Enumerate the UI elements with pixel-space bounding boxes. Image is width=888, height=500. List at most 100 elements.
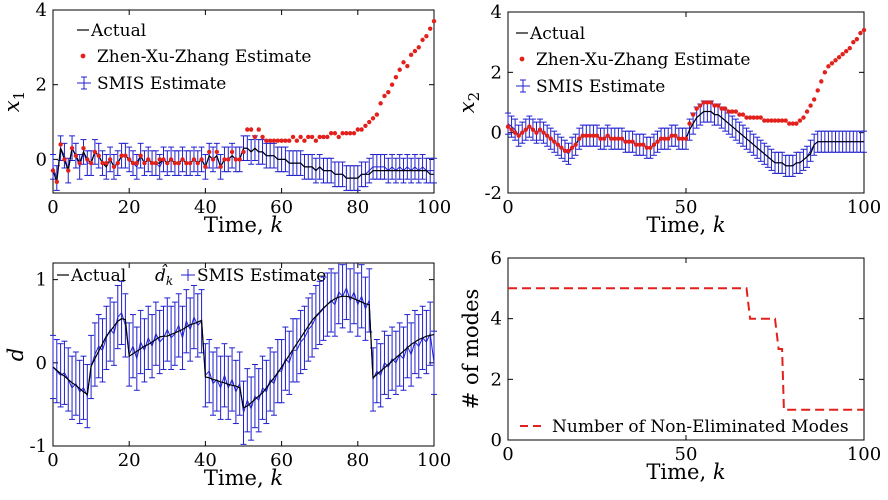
zxz-point — [378, 101, 383, 106]
zxz-point — [765, 118, 771, 123]
zxz-point — [427, 26, 433, 31]
zxz-point — [321, 134, 326, 140]
zxz-point — [260, 134, 265, 140]
x-tick-label: 40 — [194, 450, 217, 471]
zxz-point — [858, 30, 863, 36]
zxz-point — [237, 157, 242, 162]
zxz-point — [512, 130, 518, 135]
zxz-point — [847, 46, 852, 51]
zxz-point — [393, 75, 399, 80]
x-tick-label: 80 — [346, 197, 369, 218]
zxz-point — [683, 136, 689, 141]
zxz-point — [50, 168, 56, 173]
zxz-point — [815, 88, 820, 93]
x-tick-label: 60 — [270, 197, 293, 218]
zxz-point — [367, 119, 372, 125]
zxz-point — [562, 148, 568, 153]
legend-modes-label: Number of Non-Eliminated Modes — [552, 417, 849, 437]
zxz-point — [633, 142, 639, 147]
x-tick-label: 100 — [417, 450, 451, 471]
zxz-point — [222, 157, 227, 162]
y-tick-label: 4 — [491, 309, 502, 330]
zxz-point — [226, 157, 231, 162]
zxz-point — [680, 136, 685, 141]
zxz-point — [149, 160, 155, 166]
y-tick-label: 2 — [491, 369, 502, 390]
zxz-point — [210, 157, 216, 162]
zxz-point — [690, 112, 696, 117]
zxz-point — [833, 58, 838, 63]
zxz-point — [218, 164, 223, 170]
zxz-point — [271, 138, 277, 143]
zxz-point — [577, 136, 582, 141]
zxz-point — [229, 149, 235, 155]
zxz-point — [340, 131, 345, 136]
zxz-point — [199, 157, 204, 162]
y-tick-label: 4 — [491, 2, 502, 23]
zxz-point — [397, 67, 402, 72]
zxz-point — [569, 145, 575, 150]
x-tick-label: 100 — [417, 197, 451, 218]
legend-actual-label: Actual — [70, 266, 126, 286]
zxz-point — [737, 112, 742, 117]
zxz-point — [555, 142, 561, 147]
zxz-point — [134, 160, 140, 166]
zxz-point — [431, 19, 437, 24]
zxz-point — [819, 79, 824, 84]
zxz-point — [107, 157, 113, 162]
zxz-point — [811, 97, 817, 102]
zxz-point — [605, 133, 610, 138]
zxz-point — [541, 130, 546, 135]
x-axis-label: Time, k — [204, 213, 283, 237]
legend-zxz-label: Zhen-Xu-Zhang Estimate — [97, 47, 311, 67]
zxz-point — [389, 82, 395, 87]
zxz-point — [505, 124, 511, 129]
zxz-point — [73, 153, 79, 158]
zxz-point — [601, 136, 607, 141]
zxz-point — [203, 164, 208, 170]
zxz-point — [687, 121, 692, 126]
zxz-point — [730, 109, 735, 114]
zxz-point — [655, 139, 660, 144]
zxz-point — [666, 136, 671, 141]
y-tick-label: 0 — [491, 430, 502, 451]
y-tick-label: 0 — [491, 123, 502, 144]
legend-zxz-swatch — [519, 56, 525, 62]
zxz-point — [808, 103, 813, 108]
x-tick-label: 0 — [502, 197, 513, 218]
zxz-point — [214, 149, 220, 155]
zxz-point — [355, 127, 360, 132]
zxz-point — [779, 118, 785, 123]
zxz-point — [123, 153, 128, 158]
zxz-point — [644, 145, 650, 150]
zxz-point — [694, 106, 699, 111]
zxz-point — [264, 138, 269, 143]
zxz-point — [844, 49, 849, 54]
zxz-point — [744, 115, 749, 120]
zxz-point — [530, 127, 536, 132]
subplot-1: 0 20 40 60 80 100 0 2 4 Time, k x1 Actual Zhen-Xu-Zh… — [0, 0, 451, 237]
zxz-point — [88, 160, 94, 166]
zxz-point — [248, 127, 254, 132]
zxz-point — [347, 131, 353, 136]
zxz-point — [794, 121, 799, 126]
zxz-point — [336, 134, 341, 140]
zxz-point — [245, 127, 250, 132]
x-tick-label: 20 — [118, 450, 141, 471]
x-tick-label: 0 — [47, 197, 58, 218]
zxz-point — [591, 133, 596, 138]
y-tick-label: 6 — [491, 248, 502, 269]
zxz-point — [96, 153, 101, 158]
smis-series — [50, 263, 437, 445]
zxz-point — [641, 142, 646, 147]
legend-smis-label: SMIS Estimate — [536, 77, 665, 97]
subplot-4: 0 50 100 0 2 4 6 Time, k # of modes Number of Non… — [459, 248, 881, 484]
zxz-point — [279, 138, 284, 143]
zxz-point — [184, 160, 189, 166]
zxz-point — [598, 136, 603, 141]
x-tick-label: 0 — [47, 450, 58, 471]
zxz-point — [616, 136, 621, 141]
zxz-series — [505, 27, 867, 153]
zxz-point — [165, 160, 170, 166]
